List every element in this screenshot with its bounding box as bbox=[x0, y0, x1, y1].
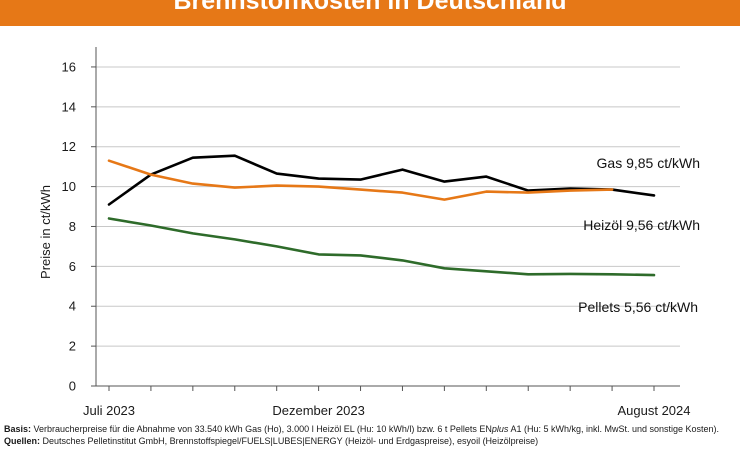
series-line-pellets bbox=[107, 217, 656, 277]
x-tick-labels: Juli 2023 Dezember 2023 August 2024 bbox=[83, 403, 691, 418]
basis-text: Verbraucherpreise für die Abnahme von 33… bbox=[33, 424, 492, 434]
series-line-heizl bbox=[107, 159, 614, 201]
y-tick-label: 6 bbox=[69, 259, 76, 274]
y-tick-label: 10 bbox=[62, 179, 76, 194]
y-axis-label: Preise in ct/kWh bbox=[38, 185, 53, 279]
basis-text-2: A1 (Hu: 5 kWh/kg, inkl. MwSt. und sonsti… bbox=[508, 424, 720, 434]
sources-text: Deutsches Pelletinstitut GmbH, Brennstof… bbox=[42, 436, 539, 446]
axes bbox=[91, 47, 680, 391]
grid-lines bbox=[96, 66, 680, 347]
chart-title: Brennstoffkosten in Deutschland bbox=[173, 0, 567, 15]
basis-plus: plus bbox=[491, 424, 509, 434]
series-end-labels: Gas 9,85 ct/kWh Heizöl 9,56 ct/kWh Pellets… bbox=[578, 155, 700, 315]
y-tick-label: 4 bbox=[69, 299, 76, 314]
y-tick-label: 16 bbox=[62, 59, 76, 74]
y-tick-label: 2 bbox=[69, 339, 76, 354]
basis-label: Basis: bbox=[4, 424, 32, 434]
sources-label: Quellen: bbox=[4, 436, 41, 446]
x-tick-label: Juli 2023 bbox=[83, 403, 135, 418]
y-tick-label: 0 bbox=[69, 379, 76, 394]
series-end-label-gas: Gas 9,85 ct/kWh bbox=[597, 155, 700, 171]
y-tick-label: 14 bbox=[62, 99, 76, 114]
y-tick-label: 8 bbox=[69, 219, 76, 234]
y-tick-labels: 0 2 4 6 8 10 12 14 16 bbox=[62, 59, 76, 393]
footer-note: Basis: Verbraucherpreise für die Abnahme… bbox=[4, 423, 738, 447]
series-end-label-heizl: Heizöl 9,56 ct/kWh bbox=[583, 217, 700, 233]
series-lines bbox=[107, 154, 656, 277]
x-tick-label: August 2024 bbox=[617, 403, 690, 418]
line-chart: 0 2 4 6 8 10 12 14 16 Juli 2023 Dezember 2023 Augu… bbox=[38, 47, 700, 418]
title-bar: Brennstoffkosten in Deutschland bbox=[0, 0, 740, 26]
y-tick-label: 12 bbox=[62, 139, 76, 154]
series-end-label-pellets: Pellets 5,56 ct/kWh bbox=[578, 299, 698, 315]
x-tick-label: Dezember 2023 bbox=[272, 403, 365, 418]
series-line-gas bbox=[107, 154, 656, 206]
